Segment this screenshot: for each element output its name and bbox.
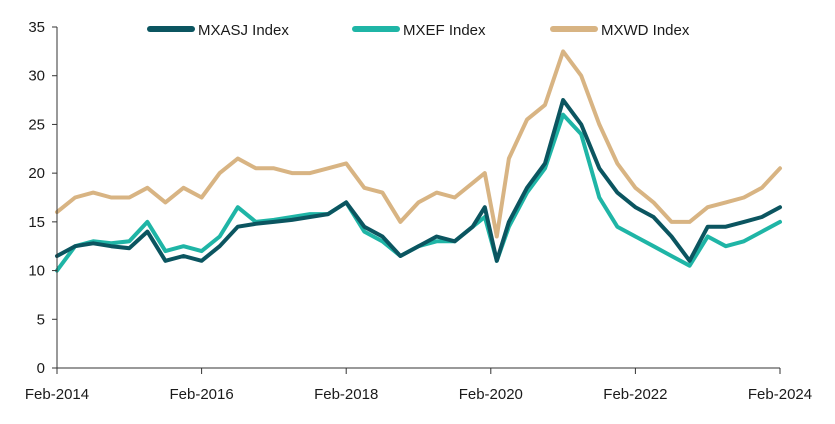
y-ticks: 0 5 10 15 20 25 30 35 (28, 19, 57, 377)
x-tick-label: Feb-2014 (25, 386, 89, 403)
legend-label: MXWD Index (601, 22, 690, 39)
series-line-mxasj (55, 98, 782, 263)
legend-label: MXEF Index (403, 22, 486, 39)
y-tick-label: 35 (28, 19, 45, 36)
y-tick-label: 25 (28, 116, 45, 133)
series-line-mxef (55, 112, 782, 273)
y-tick-label: 15 (28, 214, 45, 231)
x-tick-label: Feb-2024 (748, 386, 812, 403)
y-tick-label: 0 (37, 360, 45, 377)
x-tick-label: Feb-2022 (603, 386, 667, 403)
series-line-mxwd (55, 49, 782, 239)
series-lines (55, 49, 782, 273)
x-tick-label: Feb-2018 (314, 386, 378, 403)
axes (56, 27, 780, 369)
y-tick-label: 10 (28, 263, 45, 280)
y-tick-label: 5 (37, 311, 45, 328)
y-tick-label: 30 (28, 68, 45, 85)
y-tick-label: 20 (28, 165, 45, 182)
x-tick-label: Feb-2020 (459, 386, 523, 403)
legend: MXASJ Index MXEF Index MXWD Index (147, 22, 690, 39)
legend-label: MXASJ Index (198, 22, 289, 39)
x-ticks: Feb-2014 Feb-2016 Feb-2018 Feb-2020 Feb-2022… (25, 368, 812, 403)
x-tick-label: Feb-2016 (169, 386, 233, 403)
